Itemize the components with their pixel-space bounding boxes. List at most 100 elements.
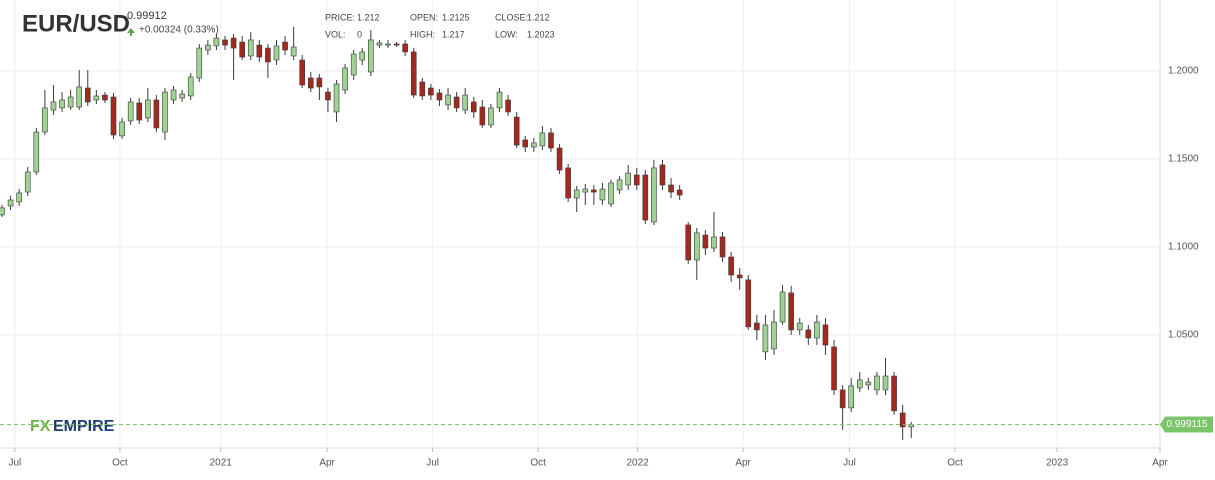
candle-body [796, 322, 803, 331]
candle-body [187, 76, 194, 97]
candle-body [599, 188, 606, 201]
candle-body [350, 53, 357, 76]
x-tick-label: Jul [426, 458, 439, 469]
candle-body [856, 379, 863, 389]
price: 0.99912 [127, 10, 167, 22]
candle-body [393, 43, 400, 46]
candle-body [316, 77, 323, 88]
candle-body [531, 142, 537, 148]
y-tick-label: 1.0500 [1168, 330, 1199, 341]
candle-body [865, 381, 872, 386]
price-tag [1160, 416, 1213, 433]
candle-body [874, 375, 880, 391]
candle-body [496, 91, 503, 109]
candle-body [376, 42, 383, 46]
candle-body [385, 43, 391, 46]
candle-body [899, 412, 906, 428]
candle-body [67, 96, 74, 108]
candle-body [814, 321, 820, 339]
candle-body [24, 171, 31, 193]
x-tick-label: Apr [1152, 458, 1168, 469]
candle-body [402, 43, 408, 53]
price-tag-label: 0.999115 [1167, 419, 1208, 430]
x-tick-label: Oct [947, 458, 963, 469]
candle-body [582, 188, 589, 193]
stat-value: 1.212 [357, 12, 380, 22]
candle-body [839, 389, 846, 409]
candle-body [651, 167, 657, 223]
x-tick-label: 2022 [626, 458, 649, 469]
candle-body [102, 94, 108, 101]
candle-body [573, 189, 580, 199]
candle-body [616, 179, 623, 191]
candle-body [891, 375, 897, 412]
stat-label: CLOSE: [495, 12, 528, 22]
candle-body [771, 321, 777, 350]
stat-value: 1.2125 [442, 12, 470, 22]
candle-body [153, 99, 160, 129]
candle-body [170, 89, 177, 101]
candle-body [410, 51, 417, 96]
x-tick-label: Jul [843, 458, 856, 469]
logo-empire: EMPIRE [53, 418, 115, 435]
stat-label: PRICE: [325, 12, 355, 22]
candle-body [136, 102, 143, 121]
candle-body [736, 274, 743, 279]
y-tick-label: 1.2000 [1168, 66, 1199, 77]
candle-body [127, 101, 134, 122]
candle-body [59, 99, 65, 109]
candle-body [479, 106, 486, 126]
candle-body [453, 96, 460, 109]
stat-label: VOL: [325, 29, 346, 39]
x-tick-label: Oct [112, 458, 128, 469]
candle-body [462, 94, 468, 111]
grid [0, 0, 1161, 448]
candle-body [779, 291, 786, 323]
candle-body [419, 81, 426, 97]
candle-body [7, 199, 14, 207]
candle-body [273, 45, 280, 61]
candle-body [179, 93, 185, 99]
x-tick-label: Apr [319, 458, 335, 469]
candle-body [299, 59, 306, 86]
candle-body [702, 234, 709, 249]
candle-body [625, 172, 631, 186]
candle-body [325, 91, 331, 101]
candles [0, 26, 915, 440]
stat-value: 0 [357, 29, 362, 39]
candle-body [230, 37, 237, 49]
x-tick-label: Oct [530, 458, 546, 469]
candle-body [333, 83, 340, 113]
candle-body [719, 236, 726, 258]
candle-body [428, 87, 434, 96]
stat-label: OPEN: [410, 12, 438, 22]
candle-body [659, 164, 666, 186]
candle-body [882, 375, 889, 391]
candle-body [282, 41, 288, 51]
stat-value: 1.212 [527, 12, 550, 22]
up-arrow [127, 28, 135, 36]
candle-body [591, 189, 597, 193]
candle-body [754, 322, 760, 331]
candle-body [84, 87, 91, 103]
logo-fx: FX [30, 418, 51, 435]
candle-body [247, 39, 254, 57]
candle-body [213, 37, 220, 47]
candle-body [505, 99, 511, 113]
candle-body [436, 92, 443, 101]
candle-body [76, 86, 82, 108]
candle-body [668, 184, 674, 193]
candle-body [565, 167, 571, 199]
candle-body [522, 139, 529, 148]
candle-body [205, 44, 211, 51]
candle-body [368, 39, 374, 73]
candle-body [307, 77, 314, 89]
candle-body [110, 96, 117, 136]
candle-body [162, 91, 168, 133]
x-tick-label: Apr [735, 458, 751, 469]
candle-body [256, 44, 263, 58]
candle-body [93, 95, 100, 101]
x-tick-label: Jul [8, 458, 21, 469]
